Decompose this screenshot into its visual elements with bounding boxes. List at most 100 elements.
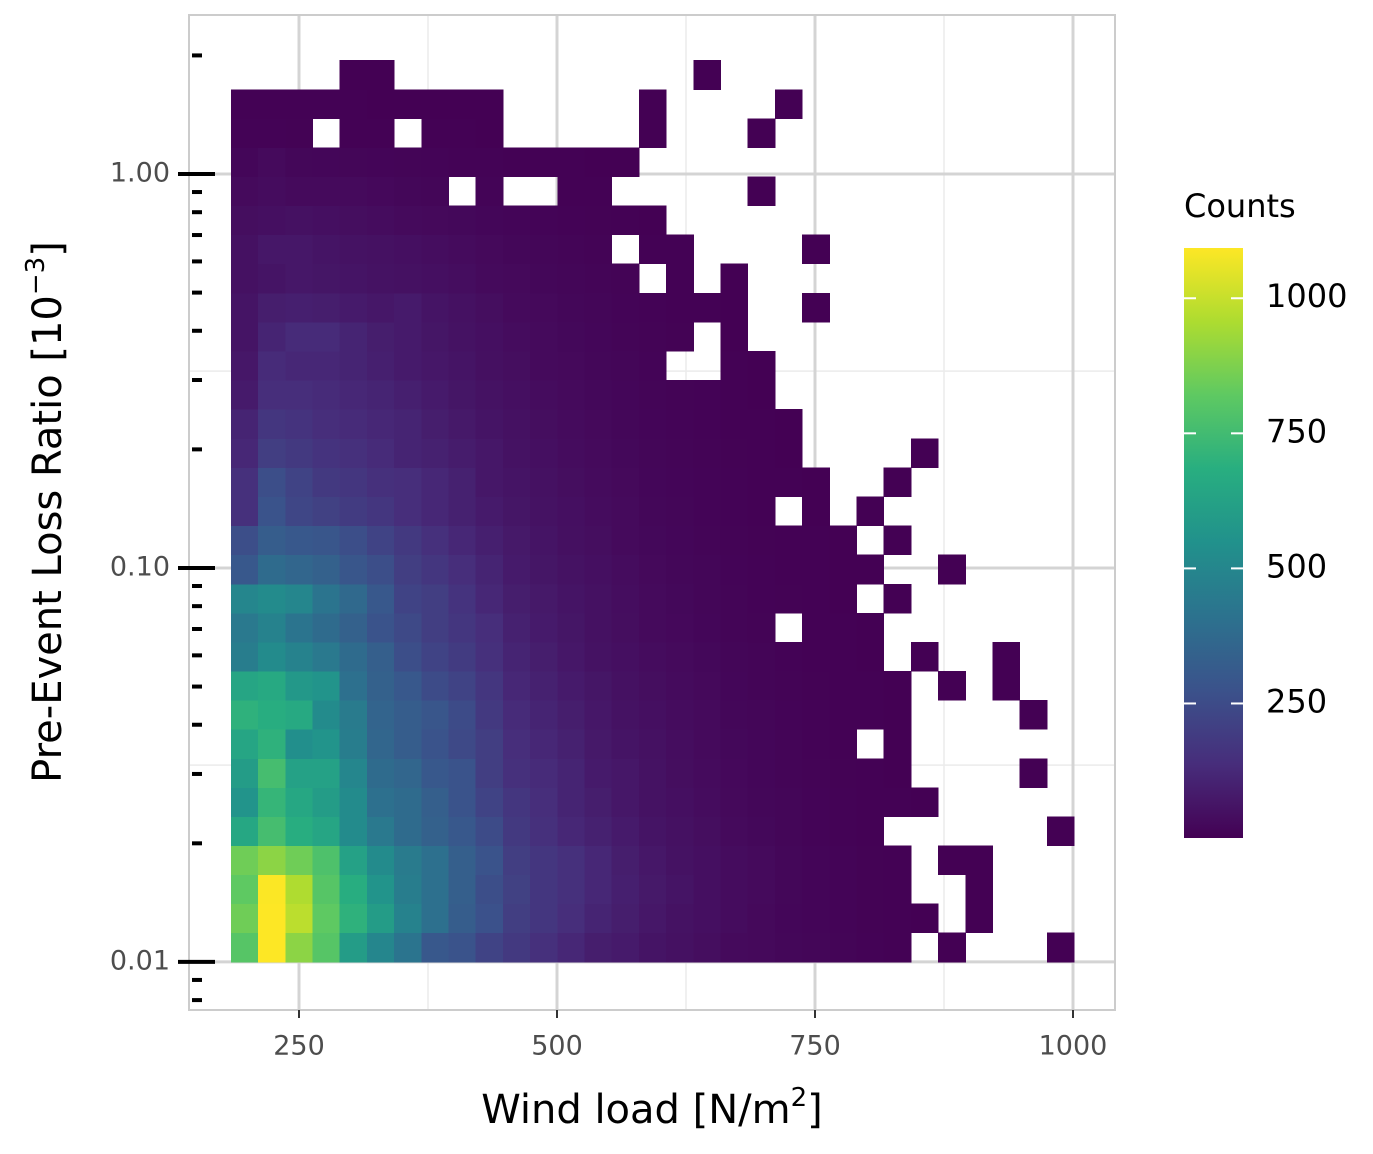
bin-cell (666, 525, 694, 556)
bin-cell (285, 351, 314, 381)
bin-cell (530, 700, 558, 730)
bin-cell (856, 874, 885, 905)
bin-cell (693, 845, 722, 876)
bin-cell (557, 351, 586, 381)
bin-cell (394, 583, 422, 614)
bin-cell (421, 700, 450, 730)
bin-cell (366, 438, 395, 468)
bin-cell (666, 292, 694, 323)
bin-cell (339, 874, 368, 905)
bin-cell (421, 147, 450, 177)
bin-cell (258, 932, 286, 963)
bin-cell (312, 205, 341, 236)
colorbar-label: 1000 (1266, 277, 1347, 315)
bin-cell (666, 700, 694, 730)
bin-cell (312, 758, 341, 788)
bin-cell (530, 496, 558, 527)
bin-cell (230, 292, 259, 323)
bin-cell (557, 641, 586, 672)
bin-cell (339, 118, 368, 148)
bin-cell (611, 263, 640, 294)
bin-cell (258, 729, 286, 759)
bin-cell (475, 700, 504, 730)
bin-cell (394, 874, 422, 905)
bin-cell (747, 641, 776, 672)
bin-cell (747, 671, 776, 701)
bin-cell (693, 787, 722, 818)
bin-cell (339, 467, 368, 497)
bin-cell (502, 205, 531, 236)
bin-cell (693, 496, 722, 527)
bin-cell (557, 874, 586, 905)
bin-cell (774, 409, 803, 439)
bin-cell (339, 147, 368, 177)
bin-cell (774, 641, 803, 672)
bin-cell (611, 700, 640, 730)
bin-cell (502, 612, 531, 643)
bin-cell (312, 874, 341, 905)
bin-cell (992, 671, 1021, 701)
bin-cell (448, 525, 477, 556)
x-title-after: ] (807, 1087, 823, 1133)
bin-cell (502, 147, 531, 177)
bin-cell (312, 932, 341, 963)
bin-cell (421, 874, 450, 905)
bin-cell (992, 641, 1021, 672)
bin-cell (666, 554, 694, 585)
bin-cell (475, 874, 504, 905)
bin-cell (1019, 758, 1048, 788)
bin-cell (829, 671, 858, 701)
bin-cell (666, 612, 694, 643)
bin-cell (339, 263, 368, 294)
bin-cell (611, 351, 640, 381)
bin-cell (774, 525, 803, 556)
bin-cell (230, 525, 259, 556)
bin-cell (611, 671, 640, 701)
bin-cell (829, 874, 858, 905)
bin-cell (475, 205, 504, 236)
x-tick-label: 750 (789, 1031, 841, 1062)
bin-cell (312, 351, 341, 381)
bin-cell (258, 496, 286, 527)
bin-cell (258, 525, 286, 556)
bin-cell (829, 932, 858, 963)
bin-cell (693, 292, 722, 323)
bin-cell (312, 612, 341, 643)
bin-cell (530, 438, 558, 468)
bin-cell (883, 874, 912, 905)
bin-cell (530, 641, 558, 672)
bin-cell (258, 874, 286, 905)
bin-cell (802, 845, 830, 876)
bin-cell (421, 583, 450, 614)
bin-cell (475, 525, 504, 556)
bin-cell (747, 816, 776, 847)
bin-cell (584, 234, 613, 265)
bin-cell (366, 496, 395, 527)
bin-cell (394, 409, 422, 439)
bin-cell (611, 409, 640, 439)
bin-cell (258, 787, 286, 818)
bin-cell (285, 234, 314, 265)
bin-cell (448, 903, 477, 934)
bin-cell (584, 467, 613, 497)
bin-cell (366, 700, 395, 730)
bin-cell (230, 583, 259, 614)
bin-cell (938, 932, 966, 963)
bin-cell (530, 234, 558, 265)
bin-cell (584, 321, 613, 352)
bin-cell (802, 671, 830, 701)
bin-cell (448, 147, 477, 177)
bin-cell (421, 409, 450, 439)
bin-cell (285, 147, 314, 177)
bin-cell (747, 758, 776, 788)
bin-cell (802, 554, 830, 585)
bin-cell (230, 147, 259, 177)
bin-cell (829, 700, 858, 730)
bin-cell (693, 612, 722, 643)
bin-cell (666, 409, 694, 439)
bin-cell (829, 903, 858, 934)
bin-cell (339, 641, 368, 672)
bin-cell (530, 467, 558, 497)
bin-cell (802, 641, 830, 672)
bin-cell (584, 292, 613, 323)
